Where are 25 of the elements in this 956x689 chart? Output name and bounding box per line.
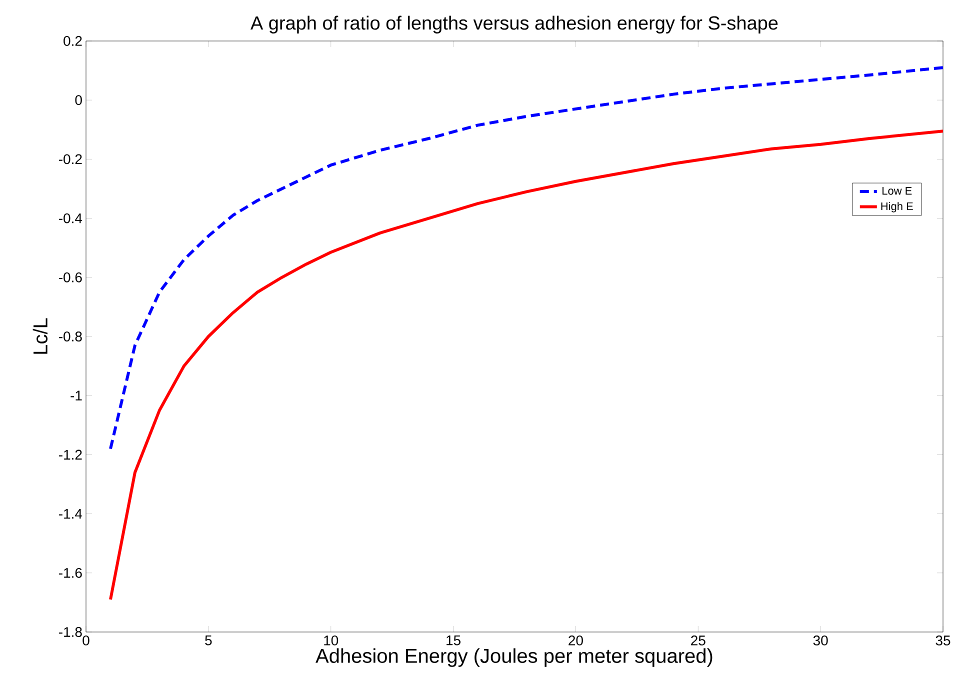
chart-title: A graph of ratio of lengths versus adhesion energy for S-shape (250, 16, 778, 34)
y-tick-label: 0 (75, 95, 82, 106)
x-tick-label: 20 (568, 636, 583, 646)
y-tick-label: -0.4 (58, 213, 82, 224)
y-tick-label: -0.2 (58, 154, 82, 164)
x-tick-label: 35 (936, 636, 950, 646)
x-tick-label: 5 (205, 636, 212, 646)
y-axis-title: Lc/L (32, 318, 48, 354)
y-tick-label: -1.4 (58, 508, 82, 519)
x-tick-label: 0 (82, 636, 90, 646)
y-tick-label: -0.6 (58, 272, 82, 282)
y-tick-label: 0.2 (64, 36, 82, 46)
y-tick-label: -1.8 (58, 627, 82, 637)
y-tick-label: -1 (70, 390, 82, 400)
y-tick-label: -1.6 (58, 568, 82, 578)
x-tick-label: 25 (691, 636, 706, 646)
legend-label: High E (881, 202, 913, 212)
y-tick-label: -0.8 (58, 332, 82, 342)
x-tick-label: 30 (813, 636, 828, 646)
legend-label: Low E (882, 187, 912, 195)
x-tick-label: 10 (324, 636, 338, 646)
x-axis-title: Adhesion Energy (Joules per meter squared) (316, 648, 712, 667)
x-tick-label: 15 (446, 636, 460, 646)
y-tick-label: -1.2 (58, 450, 82, 460)
line-series (108, 130, 944, 601)
